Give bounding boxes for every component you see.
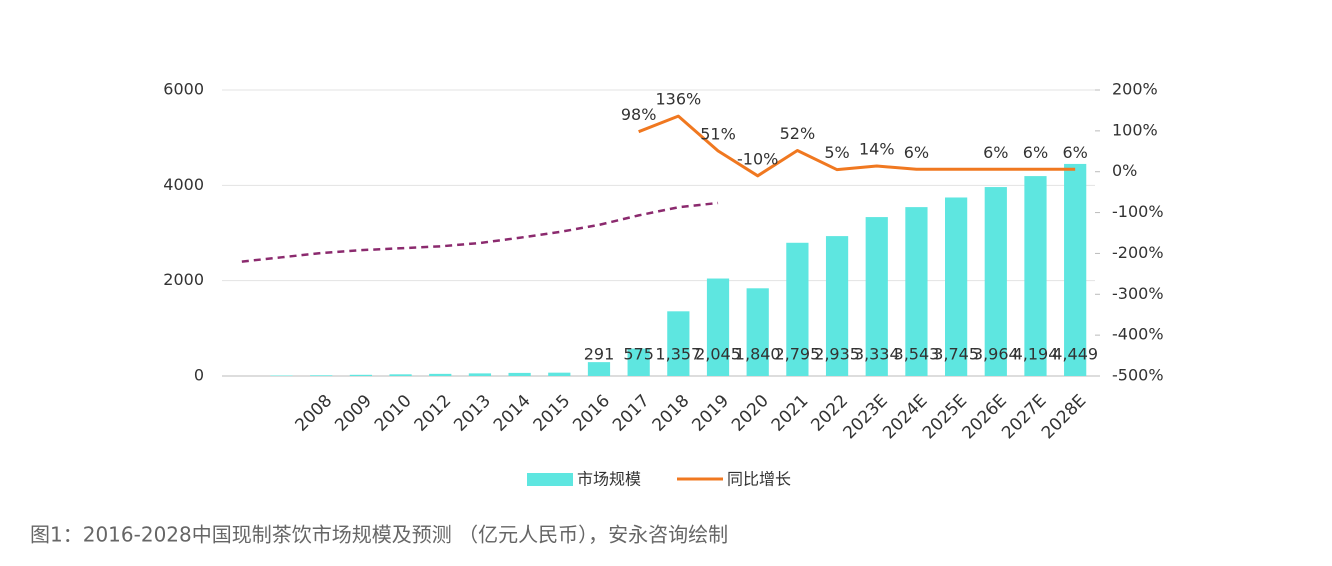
- bar: [389, 374, 411, 376]
- x-tick-label: 2026E: [959, 391, 1011, 443]
- data-label: 575: [623, 345, 654, 364]
- data-label: 4,449: [1052, 345, 1098, 364]
- x-tick-label: 2016: [569, 391, 614, 436]
- y2-tick-label: 0%: [1112, 161, 1137, 180]
- data-label: 291: [584, 345, 615, 364]
- legend-swatch: [527, 473, 573, 486]
- y2-tick-label: -200%: [1112, 243, 1164, 262]
- x-tick-label: 2027E: [998, 391, 1050, 443]
- x-tick-label: 2015: [530, 391, 575, 436]
- data-label: 6%: [904, 143, 929, 162]
- y2-tick-label: 200%: [1112, 80, 1158, 99]
- data-label: 51%: [700, 124, 736, 143]
- data-label: 14%: [859, 139, 895, 158]
- x-tick-label: 2017: [609, 391, 654, 436]
- x-tick-label: 2013: [450, 391, 495, 436]
- x-tick-label: 2019: [688, 391, 733, 436]
- x-tick-label: 2025E: [919, 391, 971, 443]
- line: [242, 203, 718, 262]
- x-tick-label: 2009: [331, 391, 376, 436]
- bar: [548, 373, 570, 376]
- caption: 图1：2016-2028中国现制茶饮市场规模及预测 （亿元人民币），安永咨询绘制: [30, 523, 728, 547]
- legend-label: 同比增长: [727, 470, 791, 489]
- x-tick-label: 2028E: [1038, 391, 1090, 443]
- x-tick-label: 2010: [371, 391, 416, 436]
- x-tick-label: 2014: [490, 391, 535, 436]
- x-tick-label: 2008: [292, 391, 337, 436]
- bar: [469, 373, 491, 376]
- data-label: 6%: [1023, 143, 1048, 162]
- y2-tick-label: 100%: [1112, 120, 1158, 139]
- data-label: 52%: [780, 124, 816, 143]
- x-tick-label: 2012: [411, 391, 456, 436]
- x-tick-label: 2024E: [879, 391, 931, 443]
- x-tick-label: 2018: [649, 391, 694, 436]
- y-tick-label: 4000: [163, 175, 204, 194]
- x-tick-label: 2021: [768, 391, 813, 436]
- data-label: 136%: [655, 90, 701, 109]
- y-tick-label: 2000: [163, 270, 204, 289]
- bar: [429, 374, 451, 376]
- legend-label: 市场规模: [577, 470, 641, 489]
- data-label: 6%: [983, 143, 1008, 162]
- y2-tick-label: -100%: [1112, 202, 1164, 221]
- data-label: 5%: [824, 143, 849, 162]
- data-label: 6%: [1062, 143, 1087, 162]
- bar: [310, 375, 332, 376]
- y-tick-label: 6000: [163, 80, 204, 99]
- bar: [350, 375, 372, 376]
- y2-tick-label: -500%: [1112, 366, 1164, 385]
- y2-tick-label: -300%: [1112, 284, 1164, 303]
- data-label: -10%: [737, 149, 778, 168]
- x-tick-label: 2020: [728, 391, 773, 436]
- y2-tick-label: -400%: [1112, 325, 1164, 344]
- bar: [588, 362, 610, 376]
- bar: [509, 373, 531, 376]
- data-label: 98%: [621, 105, 657, 124]
- x-tick-label: 2023E: [839, 391, 891, 443]
- y-tick-label: 0: [194, 366, 204, 385]
